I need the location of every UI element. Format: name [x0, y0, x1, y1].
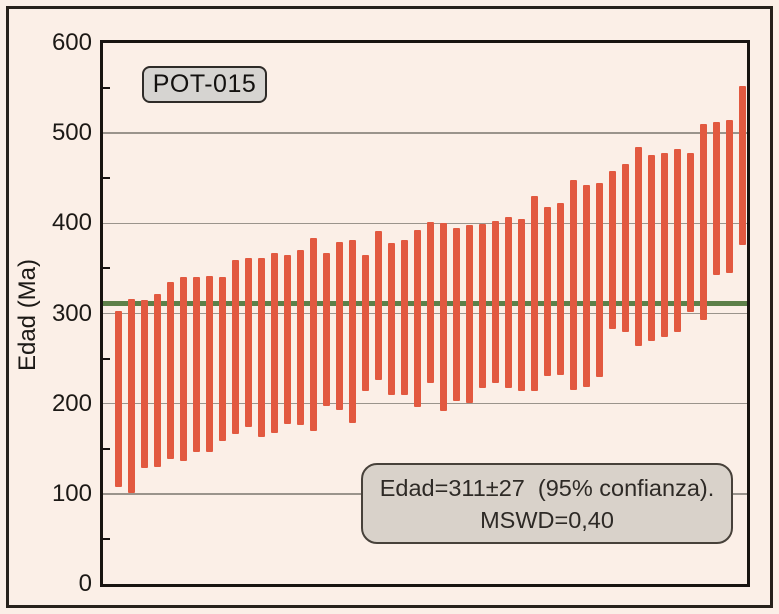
- error-bar: [426, 222, 434, 383]
- annotation-age-line: Edad=311±27 (95% confianza).: [379, 474, 715, 501]
- error-bar: [465, 225, 473, 403]
- error-bar: [205, 275, 213, 453]
- y-tick-label-200: 200: [51, 389, 92, 417]
- mean-age-line: [103, 301, 747, 307]
- sample-label-text: POT-015: [152, 70, 257, 98]
- error-bar: [478, 224, 486, 389]
- y-tick-label-400: 400: [51, 209, 92, 237]
- error-bar: [296, 250, 304, 426]
- error-bar: [322, 253, 330, 407]
- gridline-500: [103, 132, 747, 134]
- error-bar: [283, 254, 291, 424]
- gridline-300: [103, 312, 747, 315]
- error-bar: [231, 260, 239, 435]
- error-bar: [309, 237, 317, 431]
- error-bar: [595, 182, 603, 377]
- y-tick-label-500: 500: [51, 119, 92, 147]
- y-tick-label-600: 600: [51, 29, 92, 56]
- y-minor-tick: [103, 537, 110, 540]
- y-minor-tick: [103, 357, 110, 360]
- error-bar: [218, 276, 226, 441]
- sample-label: POT-015: [142, 66, 267, 103]
- y-minor-tick: [103, 447, 110, 450]
- error-bar: [270, 253, 278, 433]
- error-bar: [179, 277, 187, 462]
- error-bar: [725, 119, 733, 273]
- gridline-400: [103, 222, 747, 225]
- gridline-200: [103, 402, 747, 405]
- error-bar: [673, 149, 681, 332]
- error-bar: [140, 299, 148, 468]
- error-bar: [348, 240, 356, 423]
- error-bar: [166, 281, 174, 459]
- error-bar: [517, 218, 525, 392]
- error-bar: [582, 184, 590, 387]
- error-bar: [192, 276, 200, 453]
- error-bar: [413, 229, 421, 408]
- error-bar: [608, 171, 616, 329]
- error-bar: [556, 202, 564, 375]
- error-bar: [400, 239, 408, 395]
- error-bar: [361, 254, 369, 392]
- error-bar: [621, 163, 629, 332]
- error-bar: [504, 217, 512, 389]
- y-tick-label-0: 0: [78, 570, 92, 597]
- error-bar: [647, 154, 655, 341]
- y-tick-label-100: 100: [51, 479, 92, 507]
- error-bar: [634, 146, 642, 346]
- error-bar: [712, 122, 720, 275]
- error-bar: [127, 299, 135, 493]
- y-minor-tick: [103, 177, 110, 180]
- y-minor-tick: [103, 87, 110, 90]
- y-minor-tick: [103, 267, 110, 270]
- error-bar: [530, 196, 538, 392]
- error-bar: [491, 220, 499, 383]
- error-bar: [257, 257, 265, 438]
- error-bar: [569, 180, 577, 391]
- error-bar: [543, 207, 551, 376]
- annotation-mswd-line: MSWD=0,40: [480, 506, 614, 533]
- plot-area: [100, 40, 750, 587]
- error-bar: [699, 124, 707, 320]
- error-bar: [660, 153, 668, 337]
- error-bar: [686, 153, 694, 312]
- error-bar: [439, 223, 447, 411]
- error-bar: [374, 230, 382, 381]
- error-bar: [244, 258, 252, 428]
- error-bar: [387, 243, 395, 395]
- error-bar: [114, 310, 122, 487]
- error-bar: [452, 227, 460, 401]
- error-bar: [335, 242, 343, 410]
- error-bar: [153, 293, 161, 467]
- results-annotation: Edad=311±27 (95% confianza). MSWD=0,40: [361, 463, 733, 544]
- y-tick-label-300: 300: [51, 299, 92, 327]
- error-bar: [738, 86, 746, 245]
